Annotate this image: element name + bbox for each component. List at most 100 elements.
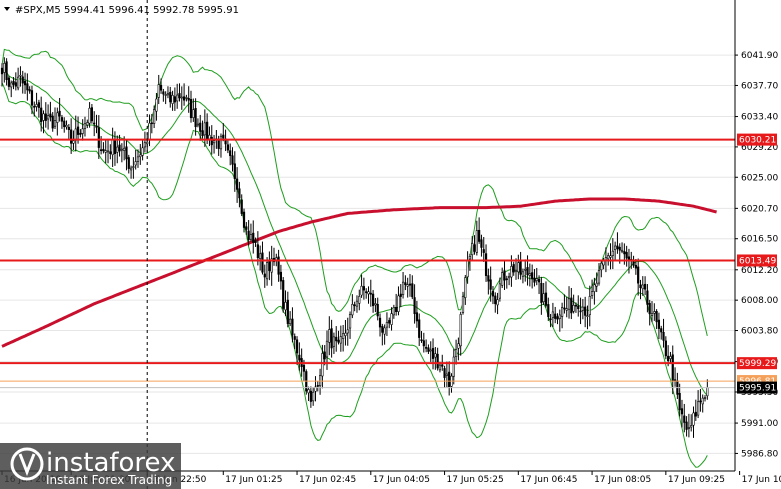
candle [549, 313, 552, 328]
level-label: 6013.49 [739, 256, 776, 266]
candle-body [277, 256, 280, 275]
candle [305, 369, 308, 395]
candle-body [438, 364, 442, 371]
dropdown-arrow-icon[interactable] [4, 7, 10, 11]
candle [496, 292, 499, 315]
candle-body [464, 277, 467, 298]
candle-body [584, 306, 587, 316]
candle [155, 92, 158, 121]
candle [249, 223, 253, 242]
candle [132, 157, 135, 179]
candle [383, 324, 386, 345]
candle [586, 305, 589, 330]
candle [683, 403, 686, 433]
candle [519, 251, 522, 280]
candle [703, 395, 707, 402]
candle-body [653, 311, 656, 314]
candle [697, 390, 700, 419]
candle-body [30, 90, 34, 106]
candle-body [139, 154, 142, 158]
candle-body [67, 126, 70, 130]
candle [570, 287, 573, 320]
candle [611, 238, 614, 270]
level-label-bg [737, 133, 777, 146]
candle [574, 302, 578, 313]
candle-body [65, 124, 68, 128]
candle [254, 237, 257, 247]
candle-body [143, 142, 147, 148]
candle [263, 264, 266, 288]
candle [355, 295, 359, 313]
candle [106, 138, 110, 164]
candle-body [616, 245, 619, 250]
candle-body [517, 262, 520, 273]
candle [418, 313, 421, 346]
candle [192, 98, 195, 122]
candle-body [683, 415, 686, 423]
candle [572, 294, 575, 314]
candle [293, 333, 296, 350]
candle-body [487, 275, 490, 282]
candle-body [173, 96, 176, 103]
candle [351, 294, 354, 319]
candle [194, 98, 197, 136]
candle [475, 220, 478, 256]
candle [339, 325, 342, 352]
candle-body [316, 385, 319, 387]
candle [397, 286, 400, 316]
candle [558, 309, 561, 332]
price-levels[interactable] [0, 138, 735, 389]
candle [581, 298, 584, 320]
candle-body [14, 82, 17, 87]
candle-body [556, 316, 559, 320]
candle-body [268, 261, 271, 271]
candle [344, 320, 347, 346]
candle [328, 316, 331, 356]
candle [231, 147, 234, 172]
candle-body [199, 122, 202, 132]
candle-body [565, 308, 568, 311]
candle-body [657, 319, 661, 329]
candle [176, 83, 179, 109]
candle-body [607, 255, 610, 260]
candle [468, 253, 472, 271]
candle [335, 326, 338, 352]
y-tick-label: 6037.70 [741, 81, 778, 91]
candle-body [634, 264, 637, 269]
candle [58, 97, 61, 122]
candle [81, 119, 84, 141]
candle [261, 241, 264, 275]
candle [404, 275, 407, 291]
candle [67, 124, 70, 140]
candle [348, 311, 352, 339]
candle-body [519, 261, 522, 275]
candle-body [256, 244, 259, 259]
candle [199, 114, 202, 141]
candle [507, 272, 511, 286]
candle-body [240, 199, 243, 214]
candle [17, 67, 20, 91]
candle-body [609, 255, 612, 258]
candle-body [295, 339, 299, 354]
candle-body [558, 314, 561, 319]
x-tick-label: 17 Jun 04:05 [373, 475, 430, 485]
candle-body [182, 96, 186, 101]
price-axis[interactable] [735, 0, 781, 489]
candle [487, 268, 490, 295]
y-tick-label: 6016.50 [741, 235, 778, 245]
candle-body [358, 296, 361, 304]
candle-body [690, 425, 693, 428]
candle-body [588, 296, 591, 316]
candle-body [203, 122, 206, 136]
candle-body [90, 107, 93, 122]
candle-body [298, 354, 301, 361]
candle-body [206, 121, 209, 140]
candle-body [494, 295, 497, 305]
candle-body [169, 91, 172, 103]
candle-body [563, 307, 566, 310]
candle [95, 114, 98, 134]
candle [26, 73, 29, 101]
candle-body [618, 246, 621, 251]
candle [678, 383, 681, 417]
